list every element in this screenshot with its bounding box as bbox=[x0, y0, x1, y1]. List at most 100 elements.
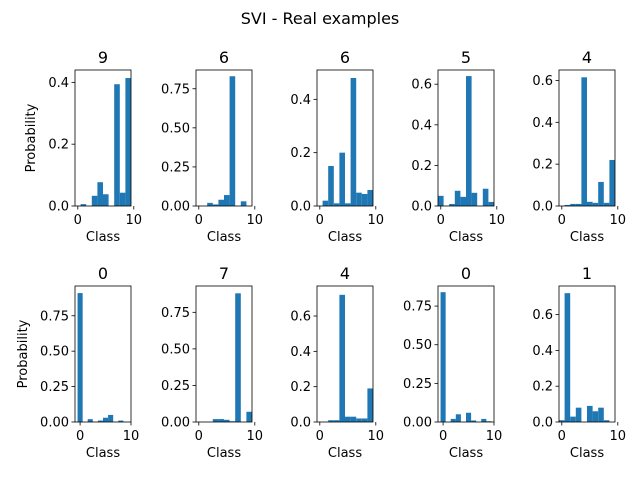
panel-10-ytick-label-0: 0.0 bbox=[532, 416, 553, 431]
panel-10-bar-class-5 bbox=[587, 405, 593, 422]
panel-4-bar-class-9 bbox=[488, 201, 494, 206]
panel-9-xtick-label-1: 10 bbox=[486, 429, 503, 444]
panel-4-title: 5 bbox=[461, 48, 471, 67]
panel-8-title: 4 bbox=[340, 264, 350, 283]
panel-4-bar-class-4 bbox=[460, 196, 466, 206]
panel-6-title: 0 bbox=[98, 264, 108, 283]
panel-7-title: 7 bbox=[219, 264, 229, 283]
panel-2-bar-class-4 bbox=[218, 199, 224, 206]
panel-6-ytick-label-1: 0.25 bbox=[40, 380, 69, 395]
panel-5-bar-class-6 bbox=[592, 202, 599, 206]
panel-10-bar-class-2 bbox=[570, 416, 576, 422]
panel-7-ytick-label-3: 0.75 bbox=[161, 306, 190, 321]
panel-7-ytick-label-1: 0.25 bbox=[161, 379, 190, 394]
panel-3-ytick-label-0: 0.0 bbox=[290, 200, 311, 215]
panel-5-bar-class-3 bbox=[575, 203, 582, 206]
panel-8-xtick-label-1: 10 bbox=[368, 429, 385, 444]
panel-2-bar-class-5 bbox=[224, 195, 230, 206]
panel-6-xtick-label-0: 0 bbox=[76, 429, 84, 444]
panel-5-bar-class-1 bbox=[564, 204, 571, 206]
panel-3-bar-class-4 bbox=[339, 152, 345, 206]
panel-2-axes-frame bbox=[195, 69, 253, 207]
panel-2-bar-class-6 bbox=[229, 76, 236, 206]
panel-8-bar-class-3 bbox=[333, 420, 340, 422]
panel-8-ytick-label-0: 0.0 bbox=[290, 416, 311, 431]
panel-1-bar-class-7 bbox=[114, 84, 120, 206]
panel-9-bar-class-6 bbox=[471, 420, 477, 422]
panel-6-axes-frame bbox=[74, 285, 132, 423]
panel-9-ytick-label-3: 0.75 bbox=[403, 300, 432, 315]
panel-4-ytick-label-0: 0.0 bbox=[411, 200, 432, 215]
panel-7-xtick-label-1: 10 bbox=[247, 429, 264, 444]
panel-9-bar-class-0 bbox=[440, 292, 446, 422]
panel-4-bar-class-6 bbox=[471, 192, 478, 206]
panel-3-title: 6 bbox=[340, 48, 350, 67]
panel-8-ytick-label-3: 0.6 bbox=[290, 310, 311, 325]
panel-5-ytick-label-1: 0.2 bbox=[532, 158, 553, 173]
panel-2-title: 6 bbox=[219, 48, 229, 67]
panel-8-axes-frame bbox=[316, 285, 374, 423]
panel-8-ytick-label-2: 0.4 bbox=[290, 345, 311, 360]
panel-10-axes-frame bbox=[558, 285, 616, 423]
panel-3-bar-class-1 bbox=[322, 200, 329, 206]
panel-10-ytick-label-2: 0.4 bbox=[532, 344, 553, 359]
panel-5-xtick-label-1: 10 bbox=[610, 213, 627, 228]
panel-1-bar-class-4 bbox=[97, 182, 103, 206]
panel-1-xlabel: Class bbox=[86, 230, 120, 245]
panel-1-xtick-label-1: 10 bbox=[126, 213, 143, 228]
panel-3-bar-class-6 bbox=[350, 78, 357, 206]
panel-8-bar-class-8 bbox=[361, 418, 368, 422]
panel-10-ytick-label-3: 0.6 bbox=[532, 308, 553, 323]
panel-6-bar-class-6 bbox=[108, 414, 114, 422]
panel-3-ytick-label-1: 0.2 bbox=[290, 146, 311, 161]
panel-9-ytick-label-2: 0.50 bbox=[403, 338, 432, 353]
panel-8-bar-class-6 bbox=[350, 416, 357, 422]
panel-2-xtick-label-0: 0 bbox=[195, 213, 203, 228]
panel-10-bar-class-3 bbox=[575, 407, 582, 422]
panel-4-xtick-label-1: 10 bbox=[489, 213, 506, 228]
panel-4-bar-class-5 bbox=[466, 76, 472, 206]
panel-2-xlabel: Class bbox=[207, 230, 241, 245]
panel-8-ytick-label-1: 0.2 bbox=[290, 380, 311, 395]
panel-3-bar-class-2 bbox=[328, 166, 334, 206]
panel-9-axes-frame bbox=[437, 285, 495, 423]
panel-6-xtick-label-1: 10 bbox=[123, 429, 140, 444]
panel-4-bar-class-3 bbox=[454, 190, 461, 206]
panel-3-xtick-label-0: 0 bbox=[316, 213, 324, 228]
panel-10-bar-class-7 bbox=[598, 407, 604, 422]
panel-5-bar-class-9 bbox=[609, 159, 615, 206]
panel-5-ytick-label-3: 0.6 bbox=[532, 74, 553, 89]
panel-1-axes-frame bbox=[74, 69, 132, 207]
panel-8-bar-class-2 bbox=[328, 420, 334, 422]
panel-7-xlabel: Class bbox=[207, 446, 241, 461]
panel-10-xtick-label-1: 10 bbox=[610, 429, 627, 444]
panel-3-bar-class-3 bbox=[333, 203, 340, 206]
panel-6-ytick-label-0: 0.00 bbox=[40, 416, 69, 431]
panel-6-bar-class-4 bbox=[97, 420, 103, 422]
panel-4-bar-class-0 bbox=[438, 195, 444, 206]
panel-9-xlabel: Class bbox=[449, 446, 483, 461]
panel-8-bar-class-7 bbox=[356, 418, 362, 422]
panel-9-ytick-label-0: 0.00 bbox=[403, 416, 432, 431]
panel-3-ytick-label-2: 0.4 bbox=[290, 93, 311, 108]
panel-6-ytick-label-2: 0.50 bbox=[40, 345, 69, 360]
panel-6-bar-class-0 bbox=[77, 293, 83, 422]
panel-2-ytick-label-2: 0.50 bbox=[161, 121, 190, 136]
panel-1-bar-class-8 bbox=[119, 192, 126, 206]
panel-9-bar-class-5 bbox=[466, 412, 472, 422]
panel-8-xlabel: Class bbox=[328, 446, 362, 461]
panel-1-bar-class-1 bbox=[80, 204, 87, 206]
panel-3-bar-class-7 bbox=[356, 192, 362, 206]
panel-10-xlabel: Class bbox=[570, 446, 604, 461]
panel-2-ytick-label-1: 0.25 bbox=[161, 160, 190, 175]
panel-1-bar-class-3 bbox=[91, 195, 98, 206]
panel-7-bar-class-9 bbox=[246, 411, 252, 422]
panel-4-ytick-label-2: 0.4 bbox=[411, 118, 432, 133]
panel-7-ytick-label-0: 0.00 bbox=[161, 416, 190, 431]
panel-2-xtick-label-1: 10 bbox=[247, 213, 264, 228]
panel-3-bar-class-9 bbox=[367, 190, 373, 206]
panel-2-ytick-label-0: 0.00 bbox=[161, 200, 190, 215]
panel-4-axes-frame bbox=[437, 69, 495, 207]
panel-1-title: 9 bbox=[98, 48, 108, 67]
